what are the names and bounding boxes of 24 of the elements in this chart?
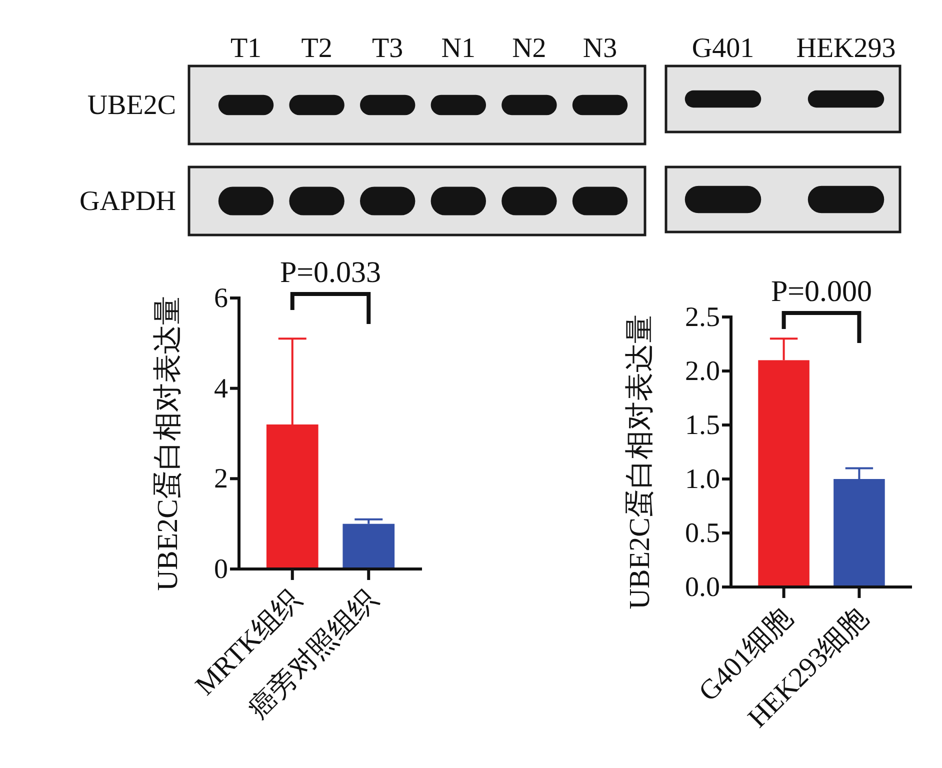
ytick-label: 6 — [214, 282, 228, 314]
ytick-label: 0 — [214, 554, 228, 584]
ytick-label: 2.5 — [685, 302, 720, 332]
lane-label: T3 — [372, 33, 404, 64]
lane-label: G401 — [692, 33, 754, 64]
lane-label: T1 — [230, 33, 262, 64]
lane-label: HEK293 — [796, 33, 896, 64]
lane-label: T2 — [301, 33, 332, 64]
row-label: UBE2C — [87, 90, 176, 120]
ytick-label: 0.0 — [685, 572, 720, 602]
ylabel: UBE2C蛋白相对表达量 — [624, 314, 656, 610]
row-label: GAPDH — [80, 186, 176, 216]
lane-label: N1 — [441, 33, 476, 64]
ytick-label: 2 — [214, 463, 228, 494]
annotation: P=0.000 — [770, 275, 872, 308]
ytick-label: 0.5 — [685, 518, 720, 548]
ytick-label: 4 — [214, 372, 228, 404]
ytick-label: 1.0 — [685, 464, 720, 494]
lane-label: N3 — [582, 33, 618, 64]
annotation: P=0.033 — [280, 256, 382, 289]
ytick-label: 1.5 — [685, 410, 720, 440]
ytick-label: 2.0 — [685, 356, 720, 386]
ylabel: UBE2C蛋白相对表达量 — [152, 296, 184, 591]
lane-label: N2 — [512, 33, 546, 64]
